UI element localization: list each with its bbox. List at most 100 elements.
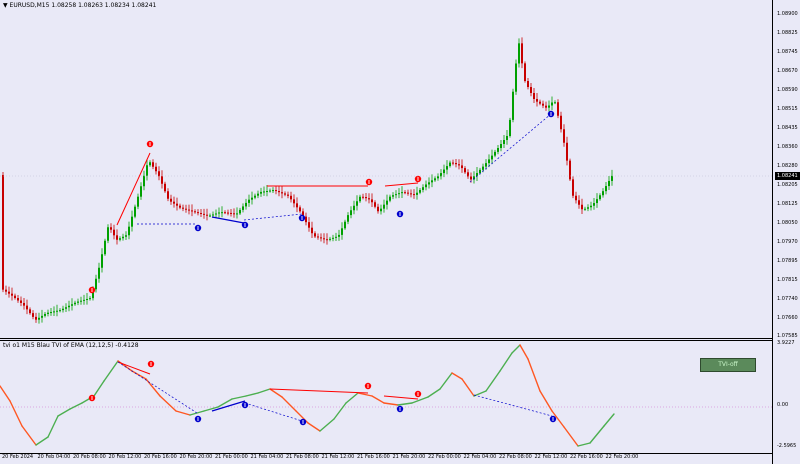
price-axis-label: 1.07585 xyxy=(777,333,798,339)
candle-body xyxy=(521,43,523,64)
candle-body xyxy=(380,208,382,212)
candle-body xyxy=(314,233,316,237)
candle-body xyxy=(542,103,544,106)
candle-body xyxy=(194,211,196,213)
candle-body xyxy=(386,200,388,205)
time-axis-label: 20 Feb 2024 xyxy=(2,454,34,460)
candle-body xyxy=(212,214,214,216)
tvi-line-falling xyxy=(159,395,177,412)
candle-body xyxy=(188,209,190,211)
price-axis-label: 1.08515 xyxy=(777,106,798,112)
price-axis-label: 1.08050 xyxy=(777,220,798,226)
candle-body xyxy=(347,215,349,222)
candle-body xyxy=(329,238,331,240)
tvi-line-rising xyxy=(439,372,453,390)
candle-body xyxy=(206,214,208,216)
candle-body xyxy=(302,211,304,217)
tvi-line-rising xyxy=(473,390,487,397)
candle-body xyxy=(569,160,571,180)
candle-body xyxy=(356,201,358,206)
candle-body xyxy=(290,195,292,200)
candle-body xyxy=(365,197,367,199)
time-axis-label: 21 Feb 16:00 xyxy=(357,454,390,460)
bear-divergence-line xyxy=(116,152,151,226)
candle-body xyxy=(53,311,55,313)
time-axis-label: 22 Feb 08:00 xyxy=(499,454,532,460)
tvi-line-rising xyxy=(203,406,219,412)
price-axis-label: 1.08900 xyxy=(777,11,798,17)
candle-body xyxy=(536,99,538,102)
candle-body xyxy=(479,169,481,174)
candle-body xyxy=(68,305,70,308)
candle-body xyxy=(425,184,427,188)
candle-body xyxy=(527,81,529,87)
candle-body xyxy=(29,309,31,314)
candle-body xyxy=(278,191,280,193)
candle-body xyxy=(389,196,391,201)
candle-body xyxy=(599,195,601,200)
candle-body xyxy=(434,178,436,181)
indicator-panel[interactable]: tvi o1 M15 Blau TVI of EMA (12,12,5) -0.… xyxy=(0,341,772,453)
time-axis-label: 22 Feb 12:00 xyxy=(534,454,568,460)
tvi-line-rising xyxy=(397,402,413,406)
candle-body xyxy=(236,213,238,215)
price-axis-label: 1.08590 xyxy=(777,87,798,93)
candle-body xyxy=(377,206,379,212)
candle-body xyxy=(149,162,151,166)
candle-body xyxy=(407,192,409,194)
candle-body xyxy=(323,238,325,240)
price-axis[interactable]: 1.08900 1.08825 1.08745 1.08670 1.08590 1.085… xyxy=(772,0,800,464)
candle-body xyxy=(566,142,568,161)
tvi-line-falling xyxy=(461,378,475,397)
bear-divergence-line xyxy=(384,182,419,187)
panel-divider[interactable] xyxy=(0,338,772,339)
candle-body xyxy=(401,192,403,194)
candle-body xyxy=(140,186,142,197)
candle-body xyxy=(191,210,193,212)
candle-body xyxy=(320,237,322,239)
candle-body xyxy=(488,159,490,164)
candle-body xyxy=(491,155,493,160)
candle-body xyxy=(362,196,364,198)
candle-body xyxy=(14,295,16,299)
candle-body xyxy=(296,203,298,208)
candle-body xyxy=(470,176,472,180)
candle-body xyxy=(38,317,40,320)
bear-divergence-line xyxy=(117,361,151,375)
collapse-triangle-icon[interactable]: ▼ xyxy=(3,2,8,9)
tvi-line-falling xyxy=(269,388,283,398)
candle-body xyxy=(428,182,430,185)
candle-body xyxy=(497,148,499,152)
candle-body xyxy=(125,235,127,237)
tvi-line-falling xyxy=(175,410,191,416)
time-axis-label: 22 Feb 20:00 xyxy=(605,454,639,460)
tvi-line-falling xyxy=(451,372,463,380)
candle-body xyxy=(230,212,232,214)
candle-body xyxy=(311,227,313,234)
candle-body xyxy=(350,210,352,216)
tvi-line-rising xyxy=(427,388,441,398)
candle-body xyxy=(56,310,58,312)
candle-body xyxy=(74,302,76,305)
tvi-line-rising xyxy=(319,418,335,432)
price-chart-panel[interactable]: ▼ EURUSD,M15 1.08258 1.08263 1.08234 1.0… xyxy=(0,0,772,338)
candle-body xyxy=(95,278,97,290)
candle-body xyxy=(359,196,361,202)
bull-divergence-line xyxy=(211,216,245,224)
candle-body xyxy=(563,129,565,143)
tvi-toggle-button[interactable]: TVI-off xyxy=(700,358,756,372)
candle-body xyxy=(218,212,220,214)
candle-body xyxy=(179,205,181,208)
time-axis-label: 20 Feb 04:00 xyxy=(37,454,71,460)
candle-body xyxy=(209,215,211,217)
price-axis-label: 1.08825 xyxy=(777,30,798,36)
candle-body xyxy=(308,222,310,228)
candle-body xyxy=(383,204,385,209)
price-axis-label: 1.08360 xyxy=(777,144,798,150)
candle-body xyxy=(593,203,595,206)
candle-body xyxy=(50,312,52,314)
tvi-line-falling xyxy=(281,396,297,412)
indicator-title: tvi o1 M15 Blau TVI of EMA (12,12,5) -0.… xyxy=(3,342,139,349)
tvi-indicator-chart xyxy=(0,344,772,447)
